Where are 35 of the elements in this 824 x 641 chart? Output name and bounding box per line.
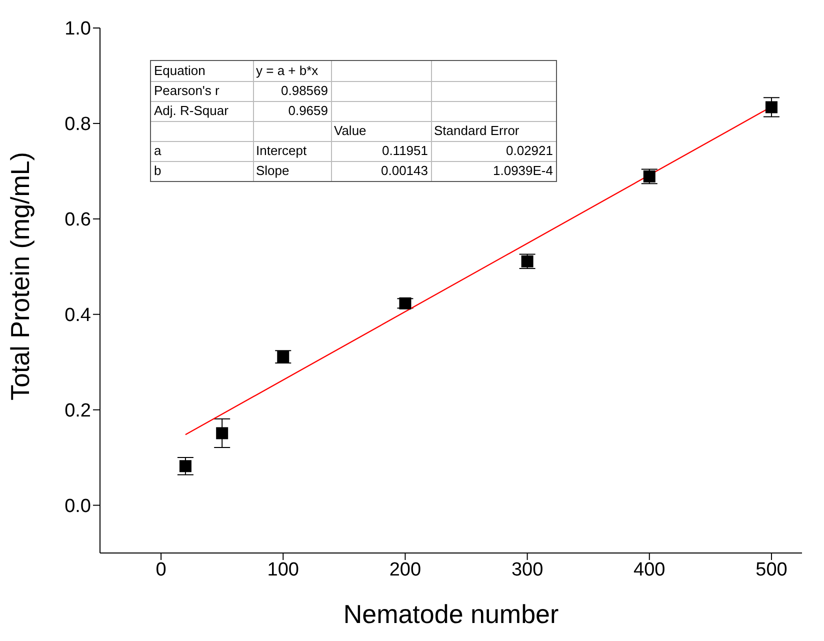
point xyxy=(216,427,228,440)
x-tick-label: 300 xyxy=(511,559,544,580)
y-tick-label: 1.0 xyxy=(64,18,91,40)
annotation: 0.00143 xyxy=(380,163,428,179)
annotation: a xyxy=(154,143,162,159)
x-tick-label: 100 xyxy=(267,559,299,580)
y-tick-label: 0.8 xyxy=(64,114,91,136)
annotation: Pearson's r xyxy=(154,83,220,99)
y-tick-label: 0.6 xyxy=(64,210,91,231)
annotation: Value xyxy=(334,123,368,139)
y-tick-label: 0.4 xyxy=(64,305,92,326)
annotation: b xyxy=(154,163,162,179)
annotation: 0.98569 xyxy=(280,83,328,99)
annotation: y = a + b*x xyxy=(256,63,320,79)
annotation: 1.0939E-4 xyxy=(492,163,553,179)
y-axis-title: Total Protein (mg/mL) xyxy=(5,152,36,400)
point xyxy=(765,101,778,114)
annotation: Equation xyxy=(154,63,206,79)
annotation: 0.02921 xyxy=(505,143,553,159)
annotation: Standard Error xyxy=(434,123,520,139)
annotation: 0.9659 xyxy=(287,103,328,119)
y-tick-label: 0.2 xyxy=(64,400,91,422)
annotation: Adj. R-Squar xyxy=(154,103,230,119)
annotation: Slope xyxy=(256,163,290,179)
annotation: 0.11951 xyxy=(380,143,428,159)
point xyxy=(277,350,290,363)
x-tick-label: 0 xyxy=(156,559,166,580)
annotation: Intercept xyxy=(256,143,308,159)
x-axis-title: Nematode number xyxy=(343,599,560,629)
point xyxy=(179,460,192,472)
x-tick-label: 500 xyxy=(756,559,788,580)
point xyxy=(399,297,412,310)
x-tick-label: 400 xyxy=(634,559,666,580)
x-tick-label: 200 xyxy=(389,559,422,580)
y-tick-label: 0.0 xyxy=(64,496,91,518)
